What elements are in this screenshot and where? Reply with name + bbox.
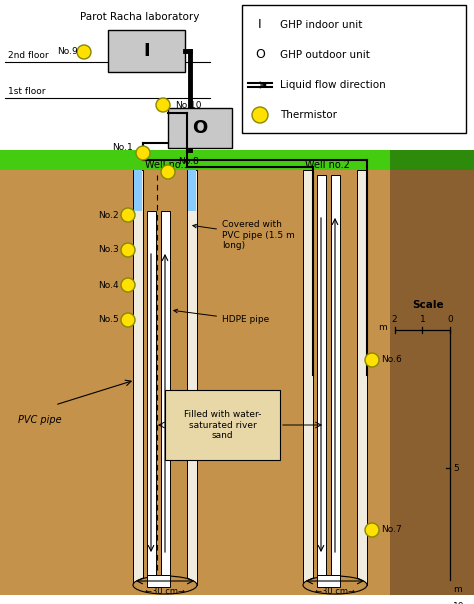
Text: 1st floor: 1st floor [8, 87, 46, 96]
Text: 1: 1 [419, 315, 425, 324]
Text: GHP outdoor unit: GHP outdoor unit [280, 50, 370, 60]
Circle shape [365, 353, 379, 367]
Text: No.1: No.1 [112, 144, 133, 152]
Text: ←30 cm→: ←30 cm→ [145, 587, 185, 596]
Text: Covered with
PVC pipe (1.5 m
long): Covered with PVC pipe (1.5 m long) [193, 220, 295, 250]
Text: Liquid flow direction: Liquid flow direction [280, 80, 386, 90]
Bar [317, 575, 340, 587]
Bar [108, 30, 185, 72]
Bar [0, 0, 474, 150]
Bar [317, 175, 326, 575]
Text: I: I [143, 42, 150, 60]
Text: Well no.2: Well no.2 [305, 160, 350, 170]
Text: Well no.1: Well no.1 [145, 160, 190, 170]
Text: No.8: No.8 [178, 157, 199, 166]
Circle shape [252, 107, 268, 123]
Text: Parot Racha laboratory: Parot Racha laboratory [80, 12, 200, 22]
Bar [147, 211, 156, 575]
Text: No.5: No.5 [98, 315, 119, 324]
Circle shape [121, 208, 135, 222]
Bar [188, 170, 196, 211]
Text: HDPE pipe: HDPE pipe [174, 309, 269, 324]
Circle shape [121, 243, 135, 257]
Circle shape [136, 146, 150, 160]
Bar [357, 170, 367, 585]
Bar [242, 5, 466, 133]
Bar [0, 170, 390, 595]
Bar [303, 170, 313, 585]
Text: O: O [192, 119, 208, 137]
Bar [147, 575, 170, 587]
Text: No.4: No.4 [99, 280, 119, 289]
Bar [134, 170, 142, 211]
Circle shape [77, 45, 91, 59]
Bar [0, 150, 390, 170]
Text: I: I [258, 19, 262, 31]
Text: No.3: No.3 [98, 245, 119, 254]
Circle shape [121, 313, 135, 327]
Circle shape [161, 165, 175, 179]
Ellipse shape [303, 576, 367, 594]
Bar [168, 108, 232, 148]
Circle shape [121, 278, 135, 292]
Circle shape [365, 523, 379, 537]
Bar [165, 390, 280, 460]
Text: 5: 5 [453, 464, 459, 473]
Text: 10: 10 [453, 602, 465, 604]
Text: No.7: No.7 [381, 525, 402, 535]
Text: m: m [453, 585, 462, 594]
Text: 2: 2 [392, 315, 398, 324]
Text: No.2: No.2 [99, 211, 119, 219]
Text: m: m [378, 323, 387, 332]
Text: O: O [255, 48, 265, 62]
Circle shape [156, 98, 170, 112]
Text: Scale: Scale [412, 300, 444, 310]
Bar [187, 170, 197, 585]
Bar [161, 211, 170, 575]
Text: Filled with water-
saturated river
sand: Filled with water- saturated river sand [184, 410, 261, 440]
Text: 2nd floor: 2nd floor [8, 51, 49, 60]
Text: Thermistor: Thermistor [280, 110, 337, 120]
Text: 0: 0 [447, 315, 453, 324]
Ellipse shape [133, 576, 197, 594]
Bar [390, 150, 474, 170]
Text: PVC pipe: PVC pipe [18, 415, 62, 425]
Text: No.9: No.9 [57, 48, 78, 57]
Text: No.6: No.6 [381, 356, 402, 364]
Text: No.10: No.10 [175, 100, 201, 109]
Bar [390, 170, 474, 595]
Bar [331, 175, 340, 575]
Text: GHP indoor unit: GHP indoor unit [280, 20, 363, 30]
Text: ←30 cm→: ←30 cm→ [315, 587, 355, 596]
Bar [133, 170, 143, 585]
